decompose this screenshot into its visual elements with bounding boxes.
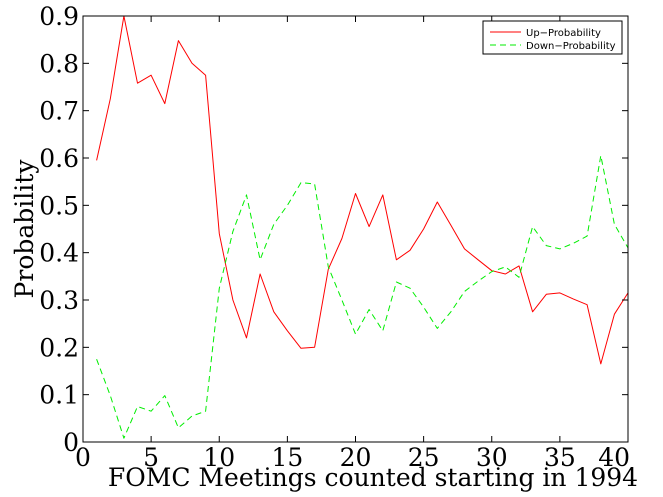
y-tick-label: 0.2 bbox=[39, 333, 79, 362]
x-tick-label: 20 bbox=[340, 443, 372, 472]
x-tick-label: 40 bbox=[598, 443, 630, 472]
series-line-up-probability bbox=[96, 15, 629, 365]
y-tick-label: 0.7 bbox=[39, 97, 79, 126]
series-layer bbox=[96, 15, 629, 439]
y-tick-label: 0.4 bbox=[39, 239, 79, 268]
x-tick-label: 30 bbox=[476, 443, 508, 472]
tick-layer: 0 5 10 15 20 25 30 35 40 0 0.1 0.2 0.3 0.4 0.5 0.6 0.7 0.… bbox=[39, 2, 630, 472]
y-tick-label: 0.9 bbox=[39, 2, 79, 31]
y-tick-label: 0.5 bbox=[39, 191, 79, 220]
x-axis-title: FOMC Meetings counted starting in 1994 bbox=[108, 463, 638, 492]
x-tick-label: 5 bbox=[143, 443, 159, 472]
y-tick-label: 0 bbox=[63, 428, 79, 457]
legend-box bbox=[482, 20, 623, 55]
y-tick-label: 0.8 bbox=[39, 49, 79, 78]
x-tick-label: 10 bbox=[203, 443, 235, 472]
x-tick-label: 35 bbox=[544, 443, 576, 472]
y-tick-label: 0.6 bbox=[39, 144, 79, 173]
x-tick-label: 15 bbox=[271, 443, 303, 472]
y-tick-label: 0.1 bbox=[39, 381, 79, 410]
y-axis-title: Probability bbox=[10, 159, 39, 299]
y-tick-label: 0.3 bbox=[39, 286, 79, 315]
series-line-down-probability bbox=[96, 155, 629, 439]
x-tick-label: 0 bbox=[75, 443, 91, 472]
legend: Up−Probability Down−Probability bbox=[482, 20, 623, 55]
x-tick-label: 25 bbox=[408, 443, 440, 472]
legend-label-up: Up−Probability bbox=[526, 28, 601, 39]
legend-label-down: Down−Probability bbox=[526, 41, 616, 52]
